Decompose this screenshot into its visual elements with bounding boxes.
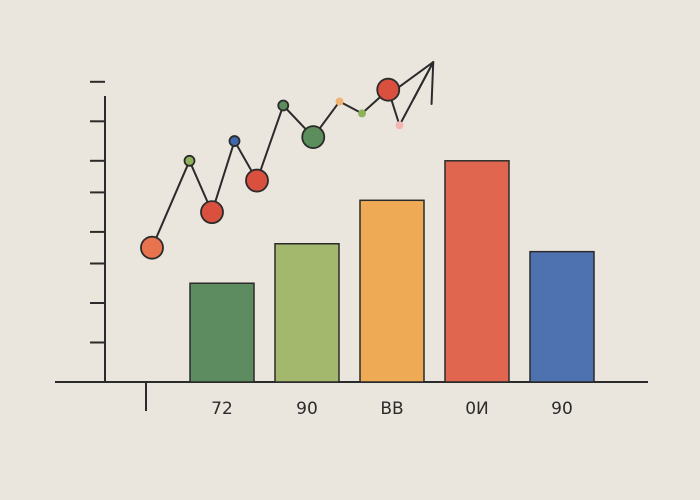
line-point-3	[200, 200, 224, 225]
x-tick-label-5: 90	[551, 399, 573, 419]
bar-2	[274, 243, 340, 383]
line-point-9	[358, 109, 366, 118]
line-point-4	[228, 135, 241, 147]
line-point-2	[183, 154, 196, 167]
bar-1	[189, 282, 255, 383]
x-tick-label-3: BB	[380, 399, 403, 419]
bar-4	[444, 160, 510, 383]
trend-arrowhead-stroke-2	[412, 61, 435, 101]
line-point-1	[140, 235, 164, 260]
line-point-11	[395, 121, 404, 130]
line-point-6	[277, 99, 290, 112]
trend-arrowhead-stroke-3	[398, 61, 435, 88]
line-point-5	[245, 168, 269, 193]
line-point-10	[376, 77, 401, 102]
line-point-7	[301, 125, 326, 150]
bar-3	[359, 199, 425, 383]
line-point-8	[335, 97, 344, 106]
bar-5	[529, 250, 595, 383]
x-tick-label-2: 90	[296, 399, 318, 419]
x-tick-label-1: 72	[211, 399, 233, 419]
trend-arrowhead-stroke-1	[430, 61, 435, 106]
x-tick-label-4: 0И	[465, 399, 489, 419]
